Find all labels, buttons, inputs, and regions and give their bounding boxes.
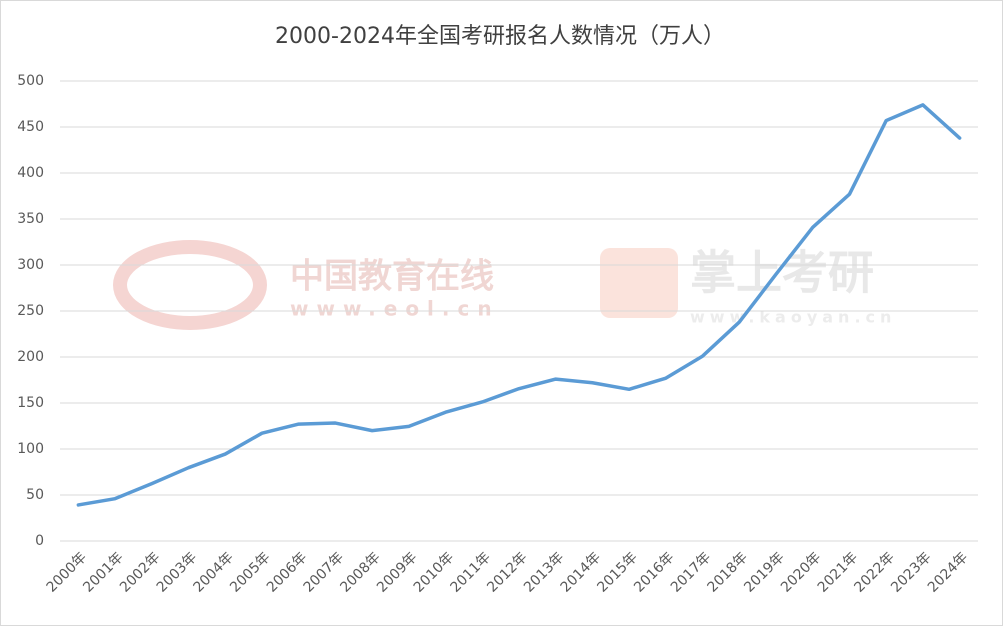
watermark: 中国教育在线 <box>290 257 494 297</box>
chart-title: 2000-2024年全国考研报名人数情况（万人） <box>275 24 725 49</box>
watermark: www.kaoyan.cn <box>690 308 896 327</box>
y-tick-label: 0 <box>35 533 44 549</box>
y-tick-label: 350 <box>17 211 44 227</box>
y-tick-label: 450 <box>17 119 44 135</box>
y-tick-label: 200 <box>17 349 44 365</box>
watermark: 掌上考研 <box>690 246 874 300</box>
y-tick-label: 400 <box>17 165 44 181</box>
watermark-logo <box>113 240 267 330</box>
y-tick-label: 100 <box>17 441 44 457</box>
watermark-logo <box>600 248 678 318</box>
y-tick-label: 150 <box>17 395 44 411</box>
y-tick-label: 500 <box>17 73 44 89</box>
y-tick-label: 250 <box>17 303 44 319</box>
watermark: www.eol.cn <box>290 297 500 321</box>
y-tick-label: 50 <box>26 487 44 503</box>
data-line <box>76 103 962 507</box>
y-tick-label: 300 <box>17 257 44 273</box>
